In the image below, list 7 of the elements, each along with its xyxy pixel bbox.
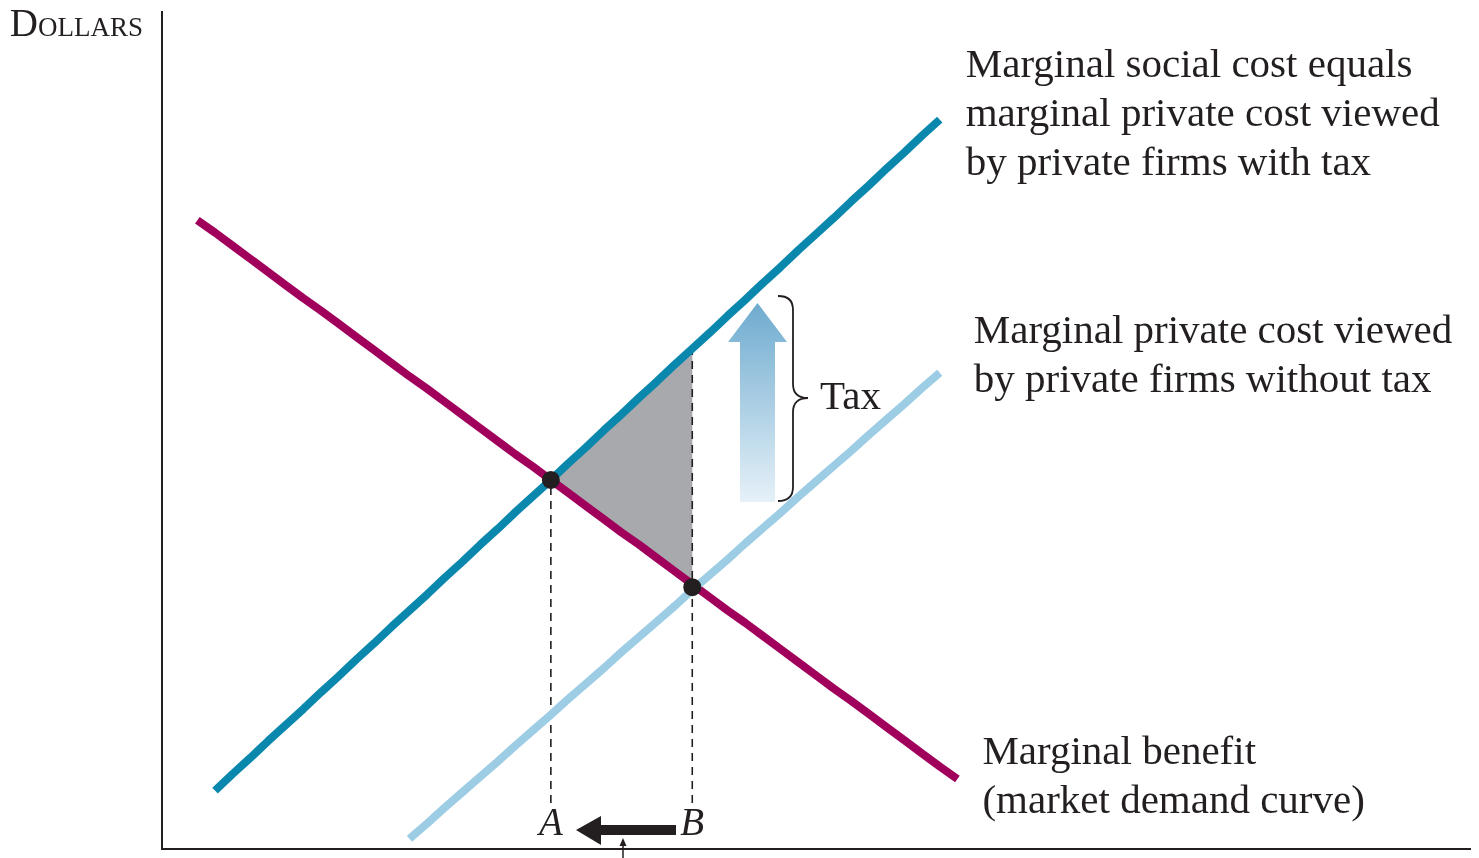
annotation: Tax bbox=[820, 372, 881, 418]
x-tick-label: B bbox=[680, 800, 705, 843]
series-label: Marginal social cost equals marginal private cost viewed by private firms with tax bbox=[965, 40, 1440, 185]
y-axis-title: Dollars bbox=[9, 1, 143, 44]
series-label: Marginal private cost viewed by private firms without tax bbox=[973, 305, 1453, 401]
x-tick-label: A bbox=[535, 800, 563, 843]
series-label: Marginal benefit (market demand curve) bbox=[982, 726, 1365, 822]
